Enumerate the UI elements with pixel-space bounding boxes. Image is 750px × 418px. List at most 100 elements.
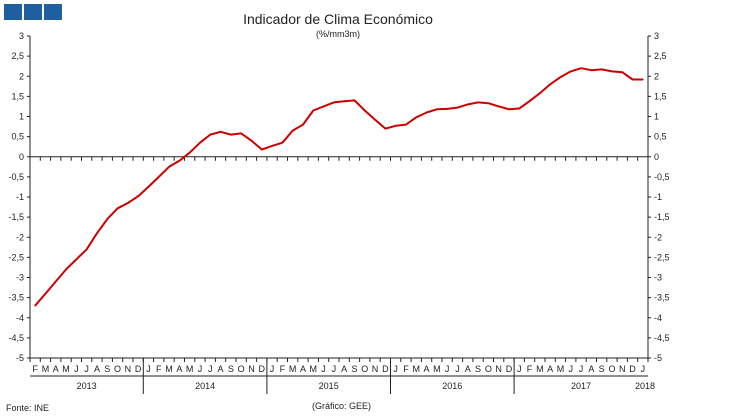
data-point: [477, 101, 479, 104]
data-point: [240, 132, 242, 135]
y-tick-label-left: -4: [16, 313, 24, 323]
x-month-label: J: [208, 364, 213, 374]
data-point: [230, 133, 232, 136]
y-tick-label-left: 1: [19, 112, 24, 122]
data-point: [621, 71, 624, 74]
x-month-label: M: [310, 364, 318, 374]
x-month-label: S: [351, 364, 357, 374]
x-month-label: O: [608, 364, 615, 374]
data-point: [569, 70, 572, 73]
data-point: [44, 292, 47, 295]
y-tick-label-right: -4: [654, 313, 662, 323]
x-month-label: A: [547, 364, 553, 374]
y-tick-label-left: 2,5: [11, 51, 24, 61]
x-month-label: J: [270, 364, 275, 374]
data-point: [116, 207, 119, 210]
data-point: [281, 141, 284, 144]
y-tick-label-right: -2: [654, 232, 662, 242]
x-month-label: J: [74, 364, 79, 374]
x-month-label: O: [361, 364, 368, 374]
x-month-label: S: [599, 364, 605, 374]
data-point: [456, 106, 459, 109]
x-month-label: J: [198, 364, 203, 374]
y-tick-label-right: 2,5: [654, 51, 667, 61]
x-month-label: D: [135, 364, 142, 374]
data-point: [188, 151, 191, 154]
x-month-label: F: [32, 364, 38, 374]
data-point: [147, 186, 150, 188]
x-month-label: A: [300, 364, 306, 374]
y-tick-label-right: -1: [654, 192, 662, 202]
x-month-label: A: [218, 364, 224, 374]
data-point: [106, 218, 109, 220]
x-month-label: J: [455, 364, 460, 374]
data-point: [415, 116, 418, 119]
x-month-label: D: [382, 364, 389, 374]
y-tick-label-right: -4,5: [654, 333, 670, 343]
data-point: [250, 139, 253, 142]
y-tick-label-left: -4,5: [8, 333, 24, 343]
y-tick-label-left: 3: [19, 31, 24, 41]
y-tick-label-right: -2,5: [654, 252, 670, 262]
data-point: [96, 232, 98, 235]
series-line: [34, 67, 643, 307]
x-month-label: M: [186, 364, 194, 374]
x-month-label: A: [424, 364, 430, 374]
x-month-label: F: [527, 364, 533, 374]
x-month-label: N: [125, 364, 132, 374]
data-point: [199, 141, 201, 144]
x-month-label: A: [588, 364, 594, 374]
data-point: [508, 108, 510, 111]
x-month-label: A: [94, 364, 100, 374]
x-month-label: J: [579, 364, 584, 374]
source-note: Fonte: INE: [6, 403, 50, 413]
x-month-label: F: [280, 364, 286, 374]
y-tick-label-left: 1,5: [11, 91, 24, 101]
data-point: [353, 99, 356, 102]
x-month-label: N: [619, 364, 626, 374]
data-point: [312, 109, 315, 112]
x-month-label: A: [53, 364, 59, 374]
y-axis-left-labels: 3 2,5 2 1,5 1 0,5 0 -0,5 -1 -1,5 -2 -2,5 -3 -3,5 -4 -4,…: [8, 31, 30, 363]
x-month-label: S: [475, 364, 481, 374]
x-month-label: J: [641, 364, 646, 374]
y-tick-label-right: -1,5: [654, 212, 670, 222]
data-point: [209, 133, 212, 136]
data-point: [374, 118, 376, 121]
y-tick-label-left: -3: [16, 273, 24, 283]
data-point: [590, 69, 593, 72]
y-tick-label-right: 0,5: [654, 132, 667, 142]
y-tick-label-right: 0: [654, 152, 659, 162]
axes: [29, 36, 649, 394]
x-month-label: A: [465, 364, 471, 374]
data-point: [642, 78, 644, 81]
data-point: [487, 102, 490, 105]
data-point: [271, 145, 273, 147]
data-point: [343, 100, 345, 103]
data-point: [291, 129, 294, 132]
data-point: [85, 248, 88, 251]
ine-logo-icon: [4, 4, 62, 20]
data-point: [65, 268, 67, 271]
data-point: [363, 109, 366, 112]
data-point: [34, 304, 36, 307]
x-year-label: 2013: [77, 381, 97, 391]
data-point: [611, 70, 613, 73]
x-month-label: M: [557, 364, 565, 374]
x-year-label: 2014: [195, 381, 215, 391]
x-month-label: J: [332, 364, 337, 374]
x-month-label: J: [569, 364, 574, 374]
data-point: [436, 108, 438, 111]
y-tick-label-right: 1,5: [654, 91, 667, 101]
data-point: [157, 176, 160, 178]
x-month-label: N: [248, 364, 255, 374]
x-month-label: M: [42, 364, 50, 374]
x-year-label: 2016: [442, 381, 462, 391]
x-month-label: J: [517, 364, 522, 374]
x-month-label: J: [393, 364, 398, 374]
data-point: [394, 124, 397, 127]
data-point: [600, 68, 603, 71]
data-point: [127, 202, 129, 204]
